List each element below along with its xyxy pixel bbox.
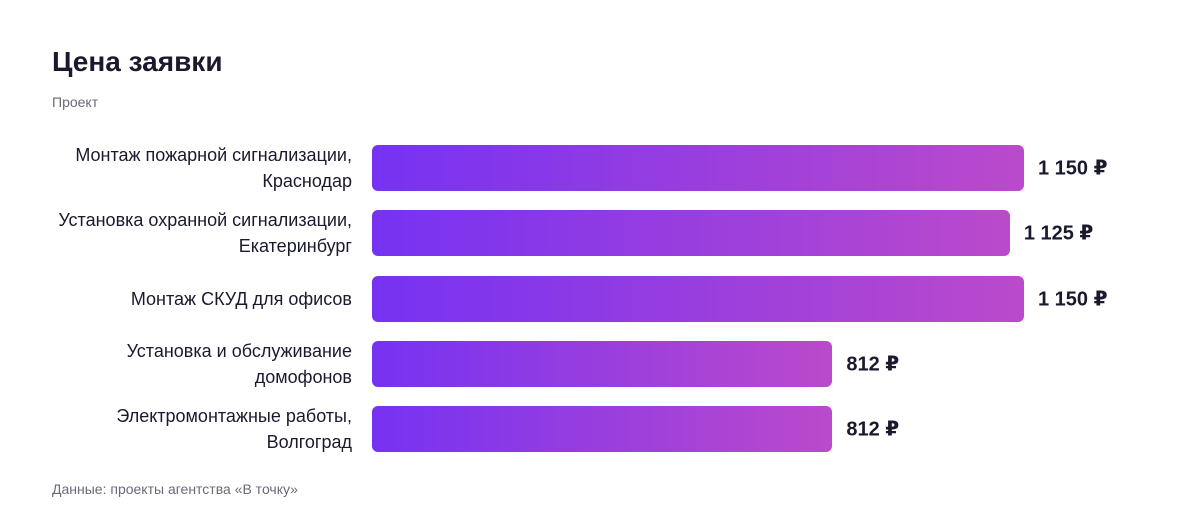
bar [372,275,1024,322]
source-note: Данные: проекты агентства «В точку» [52,481,298,497]
bar-row: Электромонтажные работы, Волгоград 812 ₽ [0,406,1200,453]
bar-row: Установка и обслуживание домофонов 812 ₽ [0,340,1200,387]
category-label: Монтаж пожарной сигнализации, Краснодар [75,145,352,191]
bar-row: Установка охранной сигнализации, Екатери… [0,210,1200,257]
bar [372,340,833,387]
value-label: 1 150 ₽ [1038,288,1108,311]
category-label: Электромонтажные работы, Волгоград [116,406,352,453]
category-header: Проект [52,94,99,110]
bar [372,406,833,453]
bar [372,210,1010,257]
category-label: Установка и обслуживание домофонов [126,340,352,387]
category-label: Установка охранной сигнализации, Екатери… [58,210,352,257]
bar-row: Монтаж пожарной сигнализации, Краснодар 1… [0,145,1200,191]
value-label: 1 150 ₽ [1038,157,1108,180]
chart-title: Цена заявки [52,46,223,77]
bar-row: Монтаж СКУД для офисов 1 150 ₽ [0,275,1200,322]
value-label: 1 125 ₽ [1023,222,1094,245]
category-label: Монтаж СКУД для офисов [130,288,352,309]
value-label: 812 ₽ [846,418,900,441]
value-label: 812 ₽ [846,353,900,376]
bar [372,145,1024,191]
